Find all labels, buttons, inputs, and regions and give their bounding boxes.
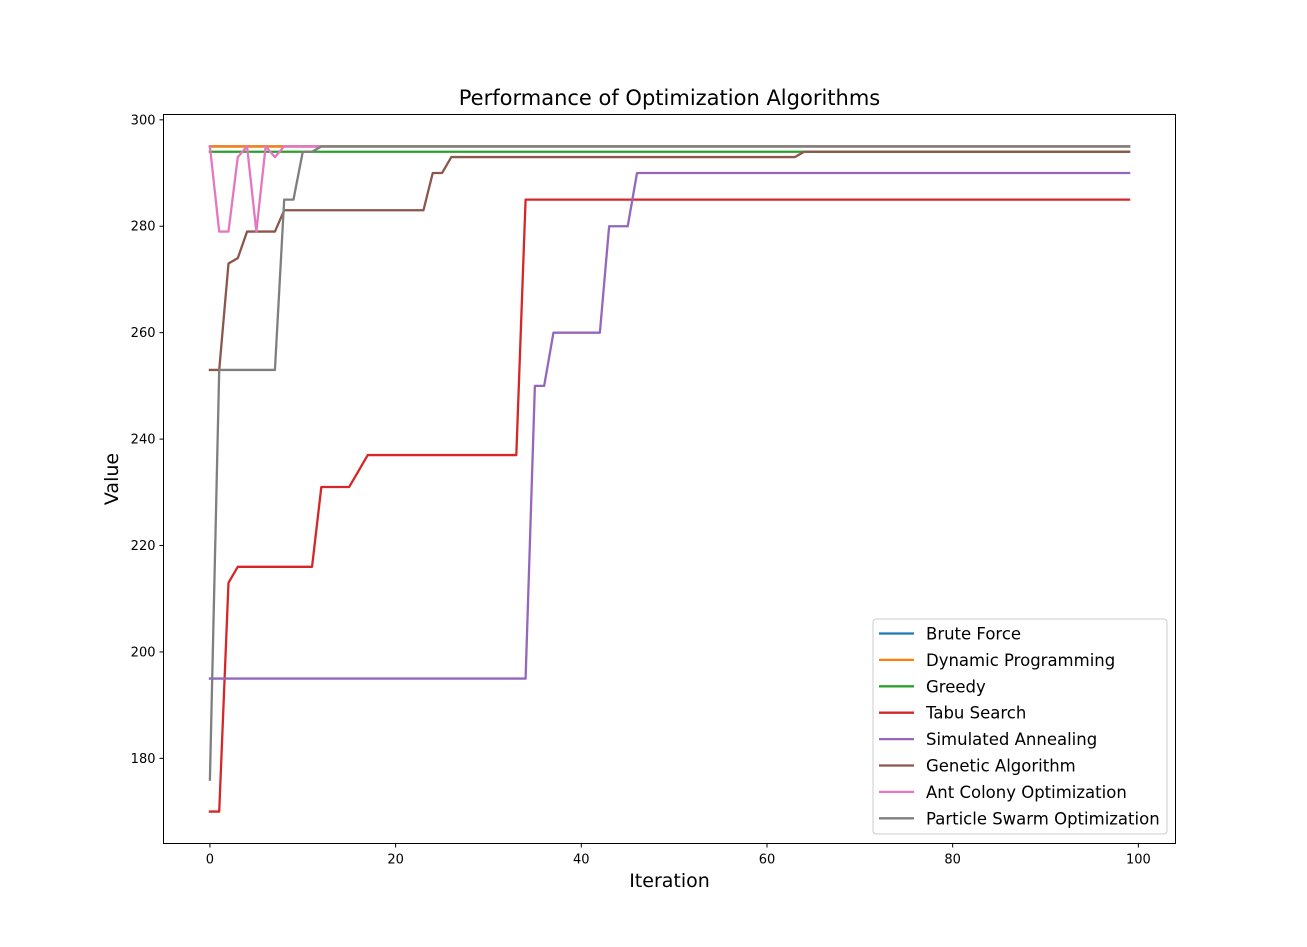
y-tick-label: 300 (131, 113, 156, 128)
legend-entry-3: Tabu Search (925, 704, 1026, 723)
legend-entry-1: Dynamic Programming (926, 651, 1115, 670)
series-line-7 (208, 145, 1131, 781)
x-tick-label: 20 (387, 853, 404, 868)
y-tick-label: 280 (131, 220, 156, 235)
chart-title: Performance of Optimization Algorithms (459, 86, 880, 110)
series-line-3 (208, 198, 1131, 813)
legend-entry-7: Particle Swarm Optimization (926, 809, 1160, 828)
y-tick-label: 220 (131, 539, 156, 554)
series-line-4 (208, 171, 1131, 680)
y-axis-label: Value (101, 453, 123, 505)
y-tick-label: 180 (131, 752, 156, 767)
series-line-6 (208, 145, 323, 233)
x-tick-label: 40 (573, 853, 590, 868)
y-tick-label: 240 (131, 433, 156, 448)
legend-entry-0: Brute Force (926, 625, 1021, 644)
legend: Brute Force Dynamic Programming Greedy Tabu… (872, 618, 1168, 835)
plot-frame (163, 114, 1176, 844)
y-tick-label: 200 (131, 645, 156, 660)
plot-lines (208, 145, 1131, 813)
x-axis-label: Iteration (629, 870, 710, 892)
legend-entry-2: Greedy (926, 677, 986, 696)
series-line-5 (208, 150, 1131, 372)
y-axis-ticks: 180 200 220 240 260 280 300 (131, 113, 164, 767)
legend-box (872, 618, 1168, 835)
x-axis-ticks: 0 20 40 60 80 100 (206, 843, 1151, 868)
x-tick-label: 80 (944, 853, 961, 868)
legend-entry-5: Genetic Algorithm (926, 757, 1076, 776)
x-tick-label: 100 (1126, 853, 1151, 868)
x-tick-label: 0 (206, 853, 214, 868)
legend-entry-4: Simulated Annealing (926, 730, 1097, 749)
y-tick-label: 260 (131, 326, 156, 341)
x-tick-label: 60 (759, 853, 776, 868)
legend-entry-6: Ant Colony Optimization (926, 783, 1127, 802)
